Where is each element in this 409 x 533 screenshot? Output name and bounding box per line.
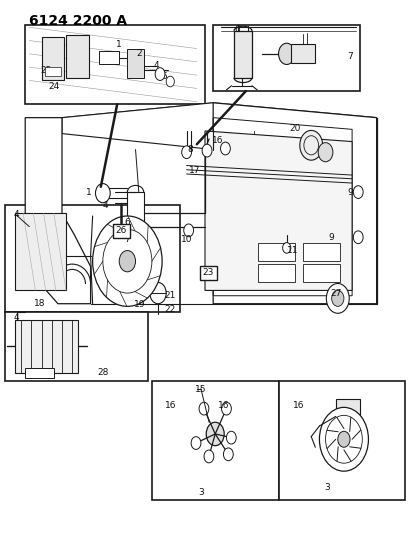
Text: 17: 17 — [189, 166, 200, 175]
Text: 6124 2200 A: 6124 2200 A — [29, 14, 127, 28]
Bar — [278, 381, 404, 500]
Bar — [25, 25, 204, 104]
Bar — [302, 243, 339, 261]
Text: 8: 8 — [187, 145, 193, 154]
Text: 6: 6 — [124, 218, 130, 227]
Bar — [5, 312, 147, 381]
Circle shape — [199, 402, 208, 415]
Circle shape — [149, 282, 166, 304]
Bar — [213, 25, 360, 91]
Bar — [258, 243, 294, 261]
Text: 1: 1 — [116, 40, 122, 49]
Polygon shape — [213, 103, 376, 304]
Text: 16: 16 — [164, 401, 175, 410]
Circle shape — [317, 143, 332, 162]
Circle shape — [206, 422, 224, 446]
Polygon shape — [204, 131, 351, 290]
Text: 5: 5 — [161, 71, 166, 80]
Bar — [15, 320, 78, 373]
Circle shape — [221, 402, 231, 415]
Bar — [25, 368, 54, 378]
Text: 3: 3 — [198, 488, 203, 497]
Bar — [127, 49, 144, 78]
Bar — [99, 51, 119, 64]
Circle shape — [119, 251, 135, 272]
Text: 16: 16 — [217, 401, 229, 410]
Text: 10: 10 — [180, 236, 192, 245]
Bar — [258, 264, 294, 282]
Bar — [15, 213, 66, 290]
Circle shape — [220, 142, 230, 155]
Text: 25: 25 — [40, 67, 51, 75]
Circle shape — [319, 407, 368, 471]
Circle shape — [299, 131, 322, 160]
Text: 18: 18 — [34, 299, 45, 308]
Text: 20: 20 — [288, 124, 300, 133]
Text: 4: 4 — [13, 211, 19, 220]
Text: 6: 6 — [234, 26, 239, 35]
Circle shape — [191, 437, 200, 449]
Bar — [45, 67, 61, 76]
Text: 21: 21 — [164, 291, 175, 300]
Bar — [41, 37, 64, 80]
Circle shape — [92, 216, 162, 306]
Text: 23: 23 — [202, 269, 213, 277]
Bar — [5, 205, 180, 312]
Text: 4: 4 — [153, 61, 158, 70]
Text: 4: 4 — [102, 201, 108, 210]
Text: 16: 16 — [211, 136, 222, 145]
Circle shape — [223, 448, 233, 461]
Circle shape — [226, 431, 236, 444]
Circle shape — [353, 231, 362, 244]
Bar — [127, 192, 144, 235]
Text: 4: 4 — [13, 312, 19, 321]
Text: 9: 9 — [346, 188, 352, 197]
Text: 9: 9 — [328, 233, 334, 242]
Circle shape — [202, 144, 211, 157]
Text: 3: 3 — [324, 482, 330, 491]
Polygon shape — [62, 103, 376, 150]
Text: 16: 16 — [292, 401, 304, 410]
Bar — [121, 223, 142, 237]
Circle shape — [326, 284, 348, 313]
Circle shape — [331, 290, 343, 306]
Circle shape — [278, 43, 294, 64]
Bar — [151, 381, 278, 500]
Circle shape — [166, 76, 174, 87]
Text: 15: 15 — [195, 385, 206, 394]
Circle shape — [204, 450, 213, 463]
Bar — [302, 264, 339, 282]
Circle shape — [183, 224, 193, 237]
Text: 24: 24 — [48, 82, 59, 91]
Text: 28: 28 — [97, 368, 108, 377]
Text: 26: 26 — [115, 227, 127, 236]
Text: 2: 2 — [137, 50, 142, 58]
Circle shape — [181, 146, 191, 159]
Circle shape — [353, 185, 362, 198]
Polygon shape — [25, 118, 90, 304]
Text: 27: 27 — [329, 288, 341, 297]
Bar — [335, 399, 360, 431]
Circle shape — [95, 183, 110, 203]
Text: 19: 19 — [134, 300, 145, 309]
Text: 11: 11 — [286, 246, 298, 255]
Bar — [233, 31, 252, 78]
Text: 7: 7 — [346, 52, 352, 61]
Circle shape — [337, 431, 349, 447]
Text: 1: 1 — [85, 188, 91, 197]
Bar — [290, 44, 315, 63]
Circle shape — [155, 68, 164, 80]
Bar — [66, 35, 88, 78]
Text: 7: 7 — [124, 236, 130, 245]
Circle shape — [282, 243, 290, 253]
Text: 22: 22 — [164, 304, 175, 313]
